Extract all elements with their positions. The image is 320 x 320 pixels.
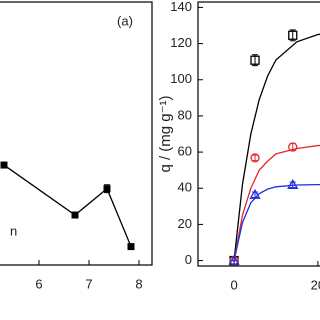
- marker: [250, 153, 260, 163]
- marker: [228, 254, 240, 265]
- fit-curve: [233, 33, 320, 261]
- fit-curve: [233, 183, 320, 261]
- panel-label: (a): [117, 13, 133, 28]
- y-tick-label: 80: [178, 107, 192, 122]
- y-tick-label: 0: [185, 252, 192, 267]
- marker: [288, 30, 298, 40]
- marker: [71, 211, 79, 219]
- plot-frame: [197, 1, 320, 267]
- y-tick-label: 120: [170, 35, 192, 50]
- series: [0, 161, 135, 251]
- marker: [287, 178, 299, 189]
- x-tick-label: 8: [135, 276, 142, 291]
- error-bar: [252, 154, 259, 162]
- marker: [288, 142, 298, 152]
- annotation: n: [10, 223, 17, 238]
- x-tick-label: 20: [311, 277, 320, 292]
- marker: [0, 161, 8, 169]
- marker: [103, 185, 111, 193]
- marker: [250, 55, 260, 65]
- x-tick-label: 6: [35, 276, 42, 291]
- series-group: [228, 29, 320, 266]
- marker: [127, 243, 135, 251]
- y-tick-label: 40: [178, 180, 192, 195]
- x-tick-label: 7: [85, 276, 92, 291]
- x-tick-label: 0: [230, 277, 237, 292]
- y-tick-label: 100: [170, 71, 192, 86]
- series-line: [3, 164, 132, 247]
- y-axis-label: q / (mg g⁻¹): [157, 95, 174, 172]
- y-tick-label: 140: [170, 0, 192, 14]
- y-tick-label: 60: [178, 144, 192, 159]
- fit-curve: [233, 144, 320, 261]
- plot-frame: [0, 1, 153, 266]
- y-tick-label: 20: [178, 216, 192, 231]
